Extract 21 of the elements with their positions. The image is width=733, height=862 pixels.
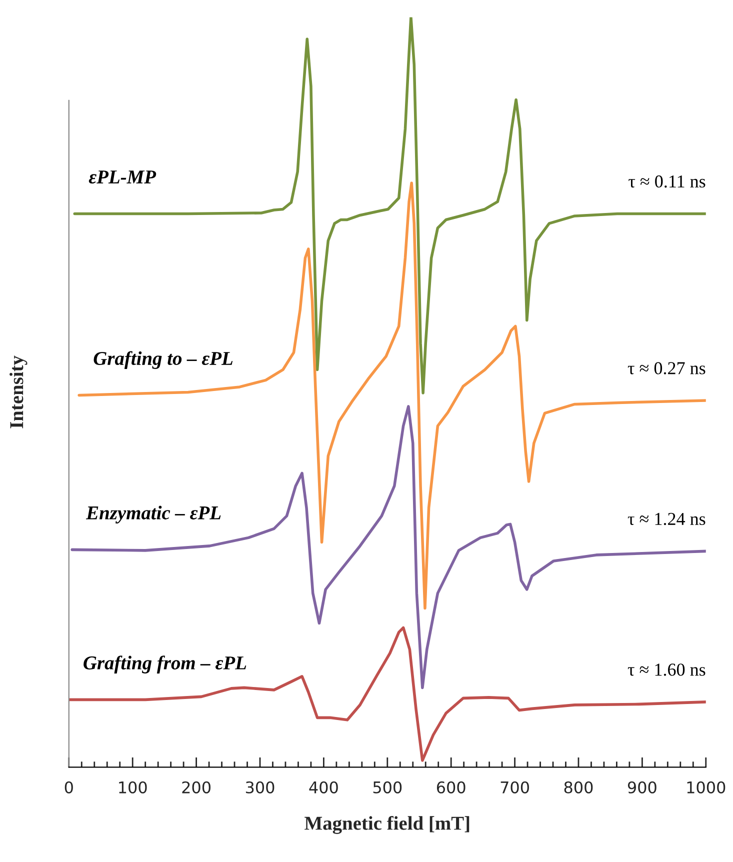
x-tick-label: 900 — [628, 781, 656, 794]
x-tick-label: 100 — [119, 781, 147, 794]
x-tick-label: 300 — [246, 781, 274, 794]
x-tick-label: 800 — [564, 781, 593, 794]
y-axis-title: Intensity — [10, 356, 28, 428]
annotation: τ ≈ 1.24 ns — [628, 512, 706, 526]
x-tick-label: 200 — [182, 781, 210, 794]
x-tick-label: 500 — [373, 781, 402, 794]
series-label: Grafting to – εPL — [94, 351, 233, 369]
x-tick-label: 400 — [309, 781, 338, 794]
x-tick-label: 1000 — [687, 781, 726, 794]
annotation: τ ≈ 0.11 ns — [628, 175, 706, 188]
series-label: Enzymatic – εPL — [86, 506, 221, 524]
annotation: τ ≈ 0.27 ns — [628, 362, 706, 374]
x-tick-label: 0 — [64, 781, 73, 794]
x-axis-title: Magnetic field [mT] — [304, 816, 470, 834]
x-tick-label: 700 — [500, 781, 529, 794]
x-tick-label: 600 — [436, 781, 466, 794]
series-label: Grafting from – εPL — [84, 656, 246, 674]
annotation: τ ≈ 1.60 ns — [628, 664, 706, 676]
series-label: εPL-MP — [88, 170, 156, 184]
